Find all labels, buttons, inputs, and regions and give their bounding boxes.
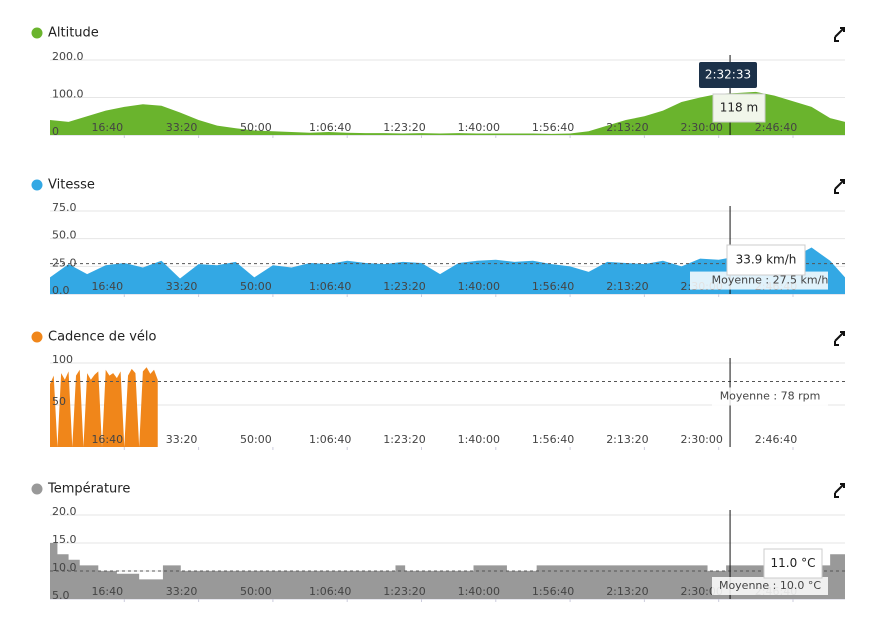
y-tick-label: 100.0 — [52, 88, 84, 101]
x-tick-label: 1:06:40 — [309, 585, 351, 598]
x-tick-label: 1:56:40 — [532, 585, 574, 598]
chart-title: Vitesse — [48, 178, 95, 193]
y-tick-label: 50.0 — [52, 229, 77, 242]
legend-dot — [31, 27, 43, 39]
x-tick-label: 33:20 — [166, 585, 198, 598]
x-tick-label: 1:23:20 — [383, 121, 425, 134]
tooltip-value: 118 m — [720, 101, 758, 115]
x-tick-label: 1:23:20 — [383, 433, 425, 446]
x-tick-label: 2:13:20 — [606, 121, 648, 134]
data-area — [50, 367, 158, 447]
chart-title: Altitude — [48, 26, 99, 41]
chart-panel: Vitesse 0.0 25.0 50.0 75.0 16:40 33:20 50:00 1:0… — [31, 178, 845, 297]
tooltip-time: 2:32:33 — [705, 68, 751, 82]
x-tick-label: 1:40:00 — [458, 280, 500, 293]
y-tick-label: 75.0 — [52, 201, 77, 214]
legend-dot — [31, 483, 43, 495]
x-tick-label: 50:00 — [240, 280, 272, 293]
legend-dot — [31, 179, 43, 191]
x-tick-label: 16:40 — [91, 433, 123, 446]
x-tick-label: 1:06:40 — [309, 433, 351, 446]
x-tick-label: 2:30:00 — [680, 433, 722, 446]
average-label-bg — [690, 271, 828, 290]
x-tick-label: 33:20 — [166, 280, 198, 293]
x-tick-label: 2:46:40 — [755, 433, 797, 446]
x-tick-label: 1:56:40 — [532, 121, 574, 134]
x-tick-label: 16:40 — [91, 585, 123, 598]
tooltip-time-bg — [699, 62, 757, 88]
y-tick-label: 100 — [52, 353, 73, 366]
x-tick-label: 1:23:20 — [383, 585, 425, 598]
y-tick-label: 15.0 — [52, 533, 77, 546]
expand-icon[interactable] — [834, 179, 845, 194]
expand-icon[interactable] — [834, 27, 845, 42]
x-tick-label: 2:13:20 — [606, 280, 648, 293]
tooltip-value: 33.9 km/h — [736, 253, 797, 267]
y-tick-label: 0.0 — [52, 284, 70, 297]
x-tick-label: 1:40:00 — [458, 121, 500, 134]
legend-dot — [31, 331, 43, 343]
x-tick-label: 2:13:20 — [606, 433, 648, 446]
tooltip-value: 11.0 °C — [771, 556, 816, 570]
average-label: Moyenne : 10.0 °C — [719, 579, 821, 592]
y-tick-label: 200.0 — [52, 50, 84, 63]
x-tick-label: 1:06:40 — [309, 280, 351, 293]
y-tick-label: 20.0 — [52, 505, 77, 518]
tooltip-value-bg — [763, 548, 823, 579]
expand-icon[interactable] — [834, 331, 845, 346]
x-tick-label: 1:23:20 — [383, 280, 425, 293]
x-tick-label: 50:00 — [240, 585, 272, 598]
x-tick-label: 2:46:40 — [755, 121, 797, 134]
data-area — [50, 91, 845, 135]
x-tick-label: 16:40 — [91, 280, 123, 293]
x-tick-label: 1:40:00 — [458, 433, 500, 446]
expand-icon[interactable] — [834, 483, 845, 498]
x-tick-label: 33:20 — [166, 121, 198, 134]
y-tick-label: 5.0 — [52, 589, 70, 602]
data-area — [50, 247, 845, 294]
x-tick-label: 1:56:40 — [532, 433, 574, 446]
chart-title: Cadence de vélo — [48, 330, 156, 345]
chart-panel: Altitude 0 100.0 200.0 16:40 33:20 50:00 1:06:4… — [31, 26, 845, 138]
x-tick-label: 1:56:40 — [532, 280, 574, 293]
x-tick-label: 2:13:20 — [606, 585, 648, 598]
tooltip-value-bg — [712, 93, 766, 123]
chart-title: Température — [47, 482, 130, 497]
y-tick-label: 50 — [52, 395, 66, 408]
x-tick-label: 2:30:00 — [680, 121, 722, 134]
x-tick-label: 50:00 — [240, 121, 272, 134]
y-tick-label: 10.0 — [52, 561, 77, 574]
chart-panel: Température 5.0 10.0 15.0 20.0 16:40 33:20 50:0… — [31, 482, 845, 602]
tooltip-value-bg — [726, 244, 806, 276]
chart-panel: Cadence de vélo 50 100 16:40 33:20 50:00 1:06:… — [31, 330, 845, 450]
average-label: Moyenne : 78 rpm — [720, 389, 821, 402]
average-label: Moyenne : 27.5 km/h — [712, 274, 829, 287]
average-label-bg — [712, 577, 828, 595]
average-label-bg — [712, 387, 828, 406]
x-tick-label: 50:00 — [240, 433, 272, 446]
x-tick-label: 16:40 — [91, 121, 123, 134]
x-tick-label: 33:20 — [166, 433, 198, 446]
x-tick-label: 1:40:00 — [458, 585, 500, 598]
y-tick-label: 0 — [52, 125, 59, 138]
x-tick-label: 1:06:40 — [309, 121, 351, 134]
y-tick-label: 25.0 — [52, 256, 77, 269]
